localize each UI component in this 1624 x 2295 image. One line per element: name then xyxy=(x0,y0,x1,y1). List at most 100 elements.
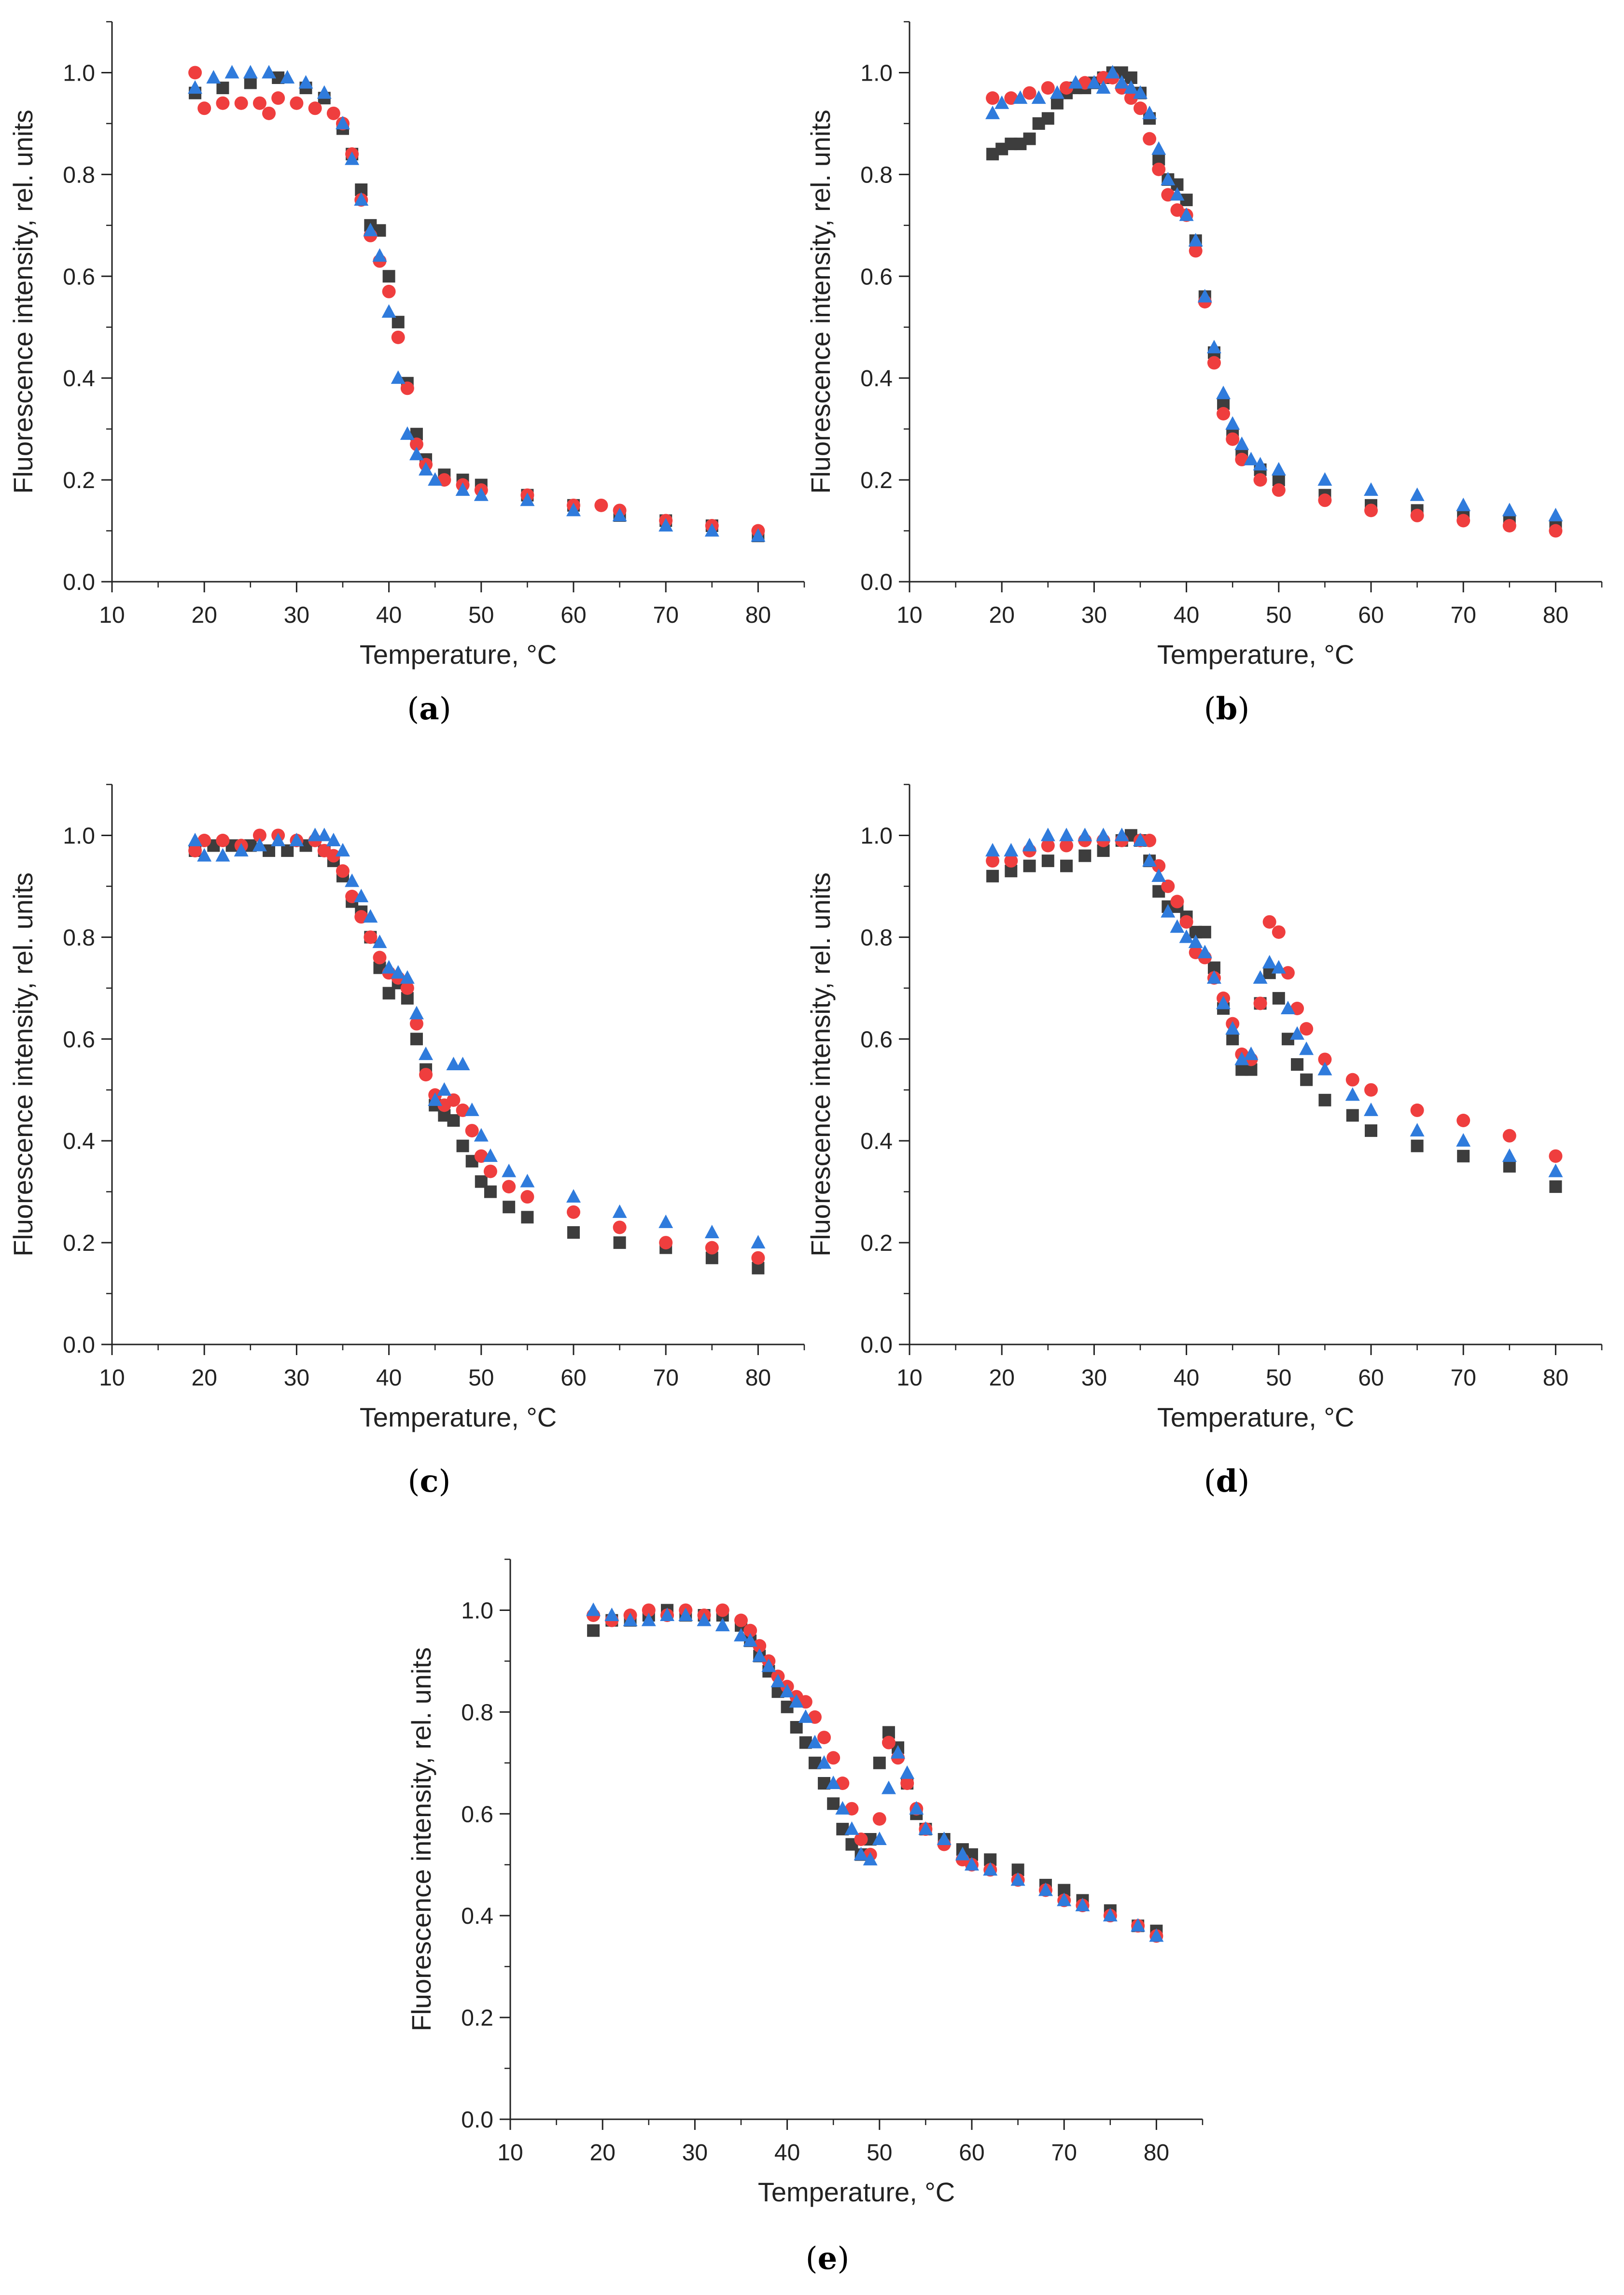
data-point-triangle xyxy=(854,1847,868,1861)
y-tick-label: 0.6 xyxy=(461,1802,493,1827)
data-point-triangle xyxy=(502,1163,517,1177)
series-square xyxy=(587,1604,1163,1937)
y-tick-label: 1.0 xyxy=(461,1598,493,1623)
y-tick-label: 0.8 xyxy=(860,162,893,188)
data-point-triangle xyxy=(1010,1872,1025,1886)
chart-panel-b: 10 20 30 40 50 60 70 80 0.0 0.2 0.4 0.6 0.8 1.0 Temper… xyxy=(805,21,1603,670)
data-point-triangle xyxy=(354,192,369,206)
y-tick-label: 1.0 xyxy=(63,823,95,849)
data-point-triangle xyxy=(1142,853,1157,867)
data-point-triangle xyxy=(1317,1062,1332,1076)
data-point-square xyxy=(1318,1093,1331,1106)
data-point-circle xyxy=(1262,915,1276,929)
data-point-triangle xyxy=(345,873,360,887)
x-tick-label: 50 xyxy=(1266,602,1291,628)
data-point-circle xyxy=(326,106,340,120)
data-point-triangle xyxy=(520,492,535,506)
data-point-circle xyxy=(753,1639,767,1653)
series-circle xyxy=(587,1603,1163,1943)
data-point-triangle xyxy=(1040,827,1055,841)
data-point-triangle xyxy=(761,1658,776,1672)
data-point-triangle xyxy=(900,1765,915,1779)
y-tick-label: 0.2 xyxy=(860,468,893,493)
caption-paren-open: ( xyxy=(408,1464,420,1499)
caption-paren-close: ) xyxy=(837,2241,849,2277)
data-point-triangle xyxy=(1271,462,1286,476)
y-tick-label: 0.4 xyxy=(860,366,893,392)
data-point-circle xyxy=(465,1124,479,1138)
caption-paren-open: ( xyxy=(407,691,419,727)
data-point-triangle xyxy=(1123,80,1138,94)
x-axis-title: Temperature, °C xyxy=(360,639,557,670)
data-point-circle xyxy=(854,1833,868,1846)
y-tick-label: 0.8 xyxy=(63,162,95,188)
data-point-square xyxy=(1023,132,1036,145)
data-point-circle xyxy=(262,106,276,120)
data-point-triangle xyxy=(985,105,1000,119)
y-tick-label: 0.6 xyxy=(860,264,893,290)
data-point-circle xyxy=(1502,1129,1516,1143)
data-point-circle xyxy=(705,1241,719,1255)
data-point-circle xyxy=(188,844,202,858)
data-point-triangle xyxy=(428,1092,443,1106)
data-point-triangle xyxy=(1345,1087,1360,1101)
data-point-square xyxy=(873,1756,886,1769)
x-tick-label: 10 xyxy=(99,602,125,628)
data-point-triangle xyxy=(937,1832,952,1845)
data-point-square xyxy=(613,1236,626,1249)
data-point-triangle xyxy=(280,70,295,84)
x-tick-label: 10 xyxy=(896,602,922,628)
data-point-triangle xyxy=(354,889,369,902)
data-point-triangle xyxy=(1038,1882,1053,1896)
data-point-triangle xyxy=(1410,487,1425,501)
data-point-square xyxy=(790,1721,803,1734)
caption-letter: d xyxy=(1216,1463,1238,1499)
data-point-triangle xyxy=(1271,960,1286,974)
y-tick-label: 0.0 xyxy=(860,570,893,595)
data-point-triangle xyxy=(697,1612,712,1626)
series-square xyxy=(189,839,765,1274)
data-point-circle xyxy=(409,1017,423,1031)
data-point-triangle xyxy=(1364,482,1378,496)
data-point-triangle xyxy=(1179,207,1194,221)
series-circle xyxy=(986,71,1563,538)
data-point-circle xyxy=(1456,514,1470,528)
data-point-square xyxy=(1078,849,1092,862)
y-axis-title: Fluorescence intensity, rel. units xyxy=(8,872,38,1257)
data-point-triangle xyxy=(1151,868,1166,882)
y-tick-label: 0.2 xyxy=(461,2005,493,2031)
data-point-circle xyxy=(400,381,414,395)
y-tick-label: 1.0 xyxy=(63,60,95,86)
data-point-triangle xyxy=(409,447,424,461)
caption-paren-close: ) xyxy=(1237,1464,1249,1499)
data-point-square xyxy=(1023,859,1036,872)
x-axis-title: Temperature, °C xyxy=(758,2177,955,2207)
panel-caption: (d) xyxy=(1204,1463,1250,1499)
data-point-triangle xyxy=(345,151,360,165)
data-point-triangle xyxy=(391,965,406,979)
y-tick-label: 0.2 xyxy=(63,468,95,493)
data-point-triangle xyxy=(1151,141,1166,155)
data-point-square xyxy=(1060,859,1073,872)
data-point-circle xyxy=(336,864,350,878)
data-point-square xyxy=(1291,1058,1304,1071)
data-point-triangle xyxy=(1502,503,1517,517)
data-point-triangle xyxy=(751,528,766,542)
y-tick-label: 0.2 xyxy=(860,1231,893,1256)
data-point-triangle xyxy=(1253,970,1268,984)
data-point-circle xyxy=(659,1236,673,1250)
data-point-triangle xyxy=(1133,85,1148,99)
data-point-square xyxy=(382,270,395,283)
data-point-triangle xyxy=(1290,1026,1305,1040)
series-square xyxy=(986,829,1562,1193)
data-point-circle xyxy=(1318,493,1332,507)
data-point-triangle xyxy=(1262,955,1277,969)
series-triangle xyxy=(985,827,1563,1177)
data-point-circle xyxy=(1410,1103,1424,1117)
data-point-circle xyxy=(1549,524,1563,538)
data-point-circle xyxy=(382,284,396,298)
x-tick-label: 50 xyxy=(468,602,494,628)
data-point-square xyxy=(827,1797,840,1810)
panel-caption: (e) xyxy=(806,2240,850,2277)
